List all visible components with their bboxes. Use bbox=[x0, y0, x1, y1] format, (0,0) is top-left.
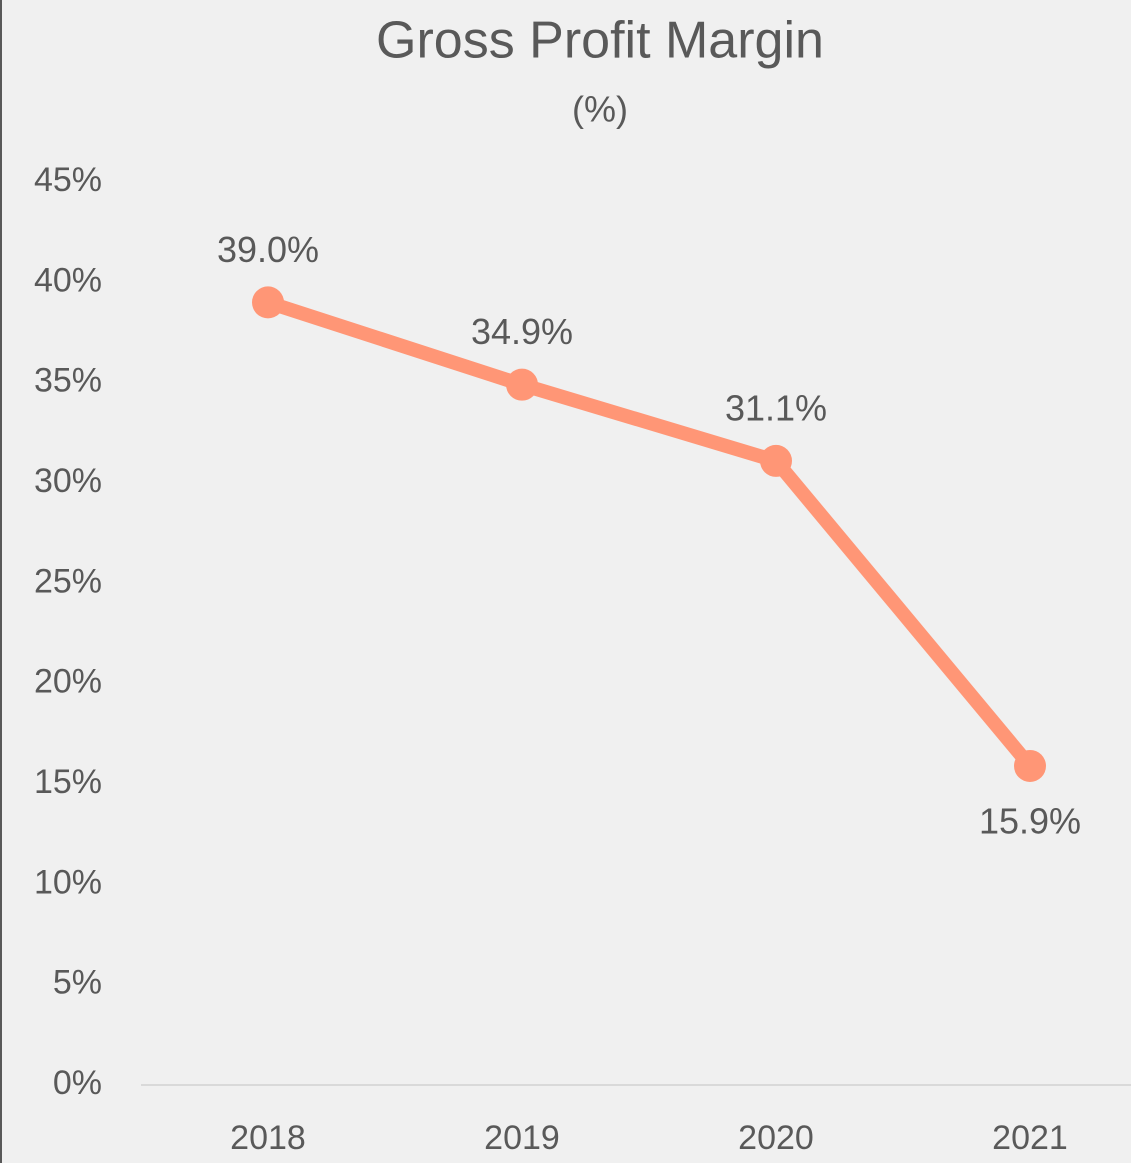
chart-title: Gross Profit Margin bbox=[376, 12, 824, 70]
data-label: 39.0% bbox=[217, 229, 319, 270]
y-tick-label: 25% bbox=[34, 562, 102, 600]
y-tick-label: 20% bbox=[34, 663, 102, 701]
data-point bbox=[506, 368, 538, 401]
data-label: 15.9% bbox=[979, 800, 1081, 841]
data-point bbox=[760, 444, 792, 477]
x-tick-label: 2021 bbox=[992, 1119, 1068, 1157]
y-tick-label: 40% bbox=[34, 261, 102, 299]
y-tick-label: 35% bbox=[34, 362, 102, 400]
chart-subtitle: (%) bbox=[572, 89, 628, 130]
x-tick-label: 2020 bbox=[738, 1119, 814, 1157]
data-label: 31.1% bbox=[725, 387, 827, 428]
line-series bbox=[265, 295, 1036, 771]
data-label: 34.9% bbox=[471, 311, 573, 352]
y-tick-label: 45% bbox=[34, 161, 102, 199]
y-tick-label: 5% bbox=[53, 964, 102, 1002]
y-tick-label: 15% bbox=[34, 763, 102, 801]
data-point bbox=[252, 286, 284, 319]
y-tick-label: 30% bbox=[34, 462, 102, 500]
y-tick-label: 0% bbox=[53, 1064, 102, 1102]
y-tick-label: 10% bbox=[34, 863, 102, 901]
data-point bbox=[1014, 749, 1046, 782]
x-tick-label: 2019 bbox=[484, 1119, 560, 1157]
x-tick-label: 2018 bbox=[230, 1119, 306, 1157]
